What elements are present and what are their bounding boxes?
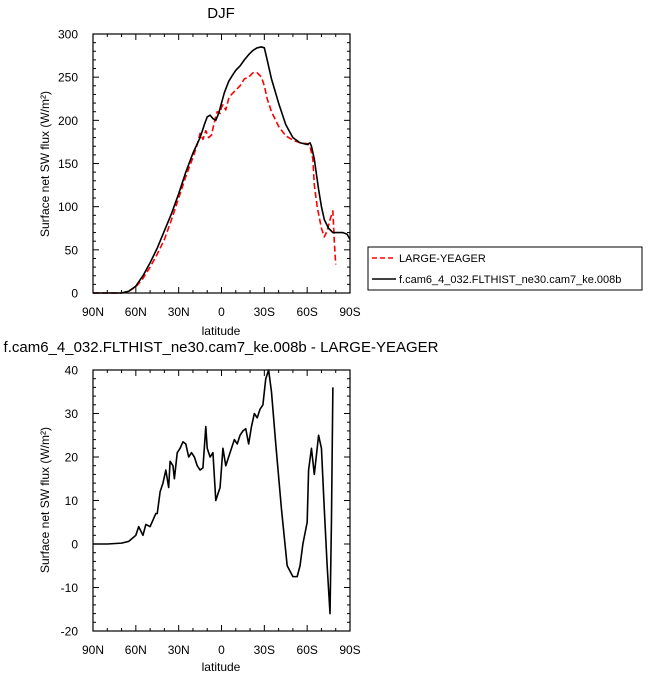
- bottom-x-tick-label: 90S: [339, 643, 360, 657]
- top-plot-frame: [92, 33, 351, 294]
- bottom-y-tick-label: 0: [71, 538, 78, 552]
- top-y-tick-label: 50: [65, 243, 79, 257]
- bottom-x-tick-label: 0: [218, 643, 225, 657]
- bottom-axis-ticks: [92, 369, 351, 632]
- legend-label-model: f.cam6_4_032.FLTHIST_ne30.cam7_ke.008b: [399, 274, 621, 286]
- bottom-y-axis-label: Surface net SW flux (W/m²): [38, 427, 52, 573]
- top-panel: DJF 90N 60N 30N 0 30S 60S 90S 0 50 100 1…: [38, 5, 643, 338]
- bottom-x-tick-label: 30N: [168, 643, 190, 657]
- top-y-axis-label: Surface net SW flux (W/m²): [38, 91, 52, 237]
- bottom-panel: f.cam6_4_032.FLTHIST_ne30.cam7_ke.008b -…: [4, 339, 439, 674]
- bottom-chart-title: f.cam6_4_032.FLTHIST_ne30.cam7_ke.008b -…: [4, 339, 439, 356]
- top-x-tick-label: 30N: [168, 305, 190, 319]
- bottom-y-tick-label: -20: [61, 625, 79, 639]
- top-y-tick-label: 100: [58, 200, 78, 214]
- difference-series-line: [93, 369, 334, 615]
- bottom-x-tick-label: 90N: [82, 643, 104, 657]
- bottom-y-tick-label: 40: [65, 364, 79, 378]
- top-chart-title: DJF: [207, 5, 235, 22]
- bottom-y-tick-label: 20: [65, 451, 79, 465]
- bottom-x-tick-label: 60N: [125, 643, 147, 657]
- top-x-tick-labels: 90N 60N 30N 0 30S 60S 90S: [82, 305, 361, 319]
- large-yeager-series-line: [93, 72, 337, 294]
- bottom-y-tick-label: -10: [61, 581, 79, 595]
- top-y-tick-labels: 0 50 100 150 200 250 300: [58, 28, 78, 301]
- top-x-tick-label: 90S: [339, 305, 360, 319]
- top-y-tick-label: 200: [58, 114, 78, 128]
- bottom-y-tick-labels: -20 -10 0 10 20 30 40: [61, 364, 79, 639]
- bottom-x-axis-label: latitude: [202, 660, 241, 674]
- top-y-tick-label: 0: [71, 287, 78, 301]
- top-axis-ticks: [92, 33, 351, 294]
- top-y-tick-label: 300: [58, 28, 78, 42]
- f-cam6-4-032-flthist-ne30-cam7-ke-008b-series-line: [93, 46, 351, 294]
- top-y-tick-label: 250: [58, 71, 78, 85]
- top-x-tick-label: 60N: [125, 305, 147, 319]
- bottom-x-tick-labels: 90N 60N 30N 0 30S 60S 90S: [82, 643, 361, 657]
- bottom-plot-frame: [92, 369, 351, 632]
- top-x-tick-label: 30S: [254, 305, 275, 319]
- top-x-tick-label: 90N: [82, 305, 104, 319]
- bottom-series-lines: [93, 369, 334, 615]
- top-y-tick-label: 150: [58, 157, 78, 171]
- legend: LARGE-YEAGER f.cam6_4_032.FLTHIST_ne30.c…: [367, 246, 643, 291]
- bottom-y-tick-label: 30: [65, 407, 79, 421]
- bottom-y-tick-label: 10: [65, 494, 79, 508]
- top-x-axis-label: latitude: [202, 324, 241, 338]
- bottom-x-tick-label: 60S: [297, 643, 318, 657]
- top-series-lines: [93, 46, 351, 294]
- legend-label-large-yeager: LARGE-YEAGER: [399, 253, 486, 265]
- top-x-tick-label: 60S: [297, 305, 318, 319]
- legend-box: [367, 246, 643, 291]
- top-x-tick-label: 0: [218, 305, 225, 319]
- bottom-x-tick-label: 30S: [254, 643, 275, 657]
